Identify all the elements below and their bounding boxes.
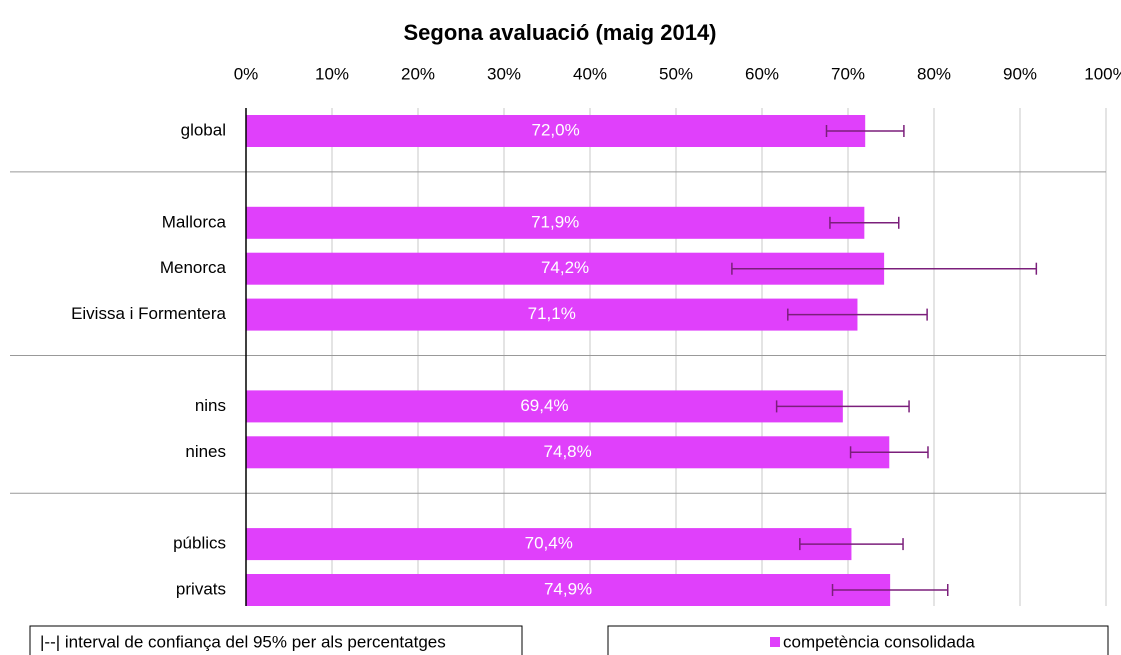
error-bar xyxy=(775,400,910,413)
x-tick-label: 100% xyxy=(1084,64,1121,83)
y-tick-label: global xyxy=(181,120,226,139)
error-bar xyxy=(825,125,905,137)
bar xyxy=(246,436,890,469)
error-bar xyxy=(731,262,1038,275)
x-tick-label: 30% xyxy=(487,64,521,83)
y-tick-label: privats xyxy=(176,579,226,598)
error-bar xyxy=(829,216,900,229)
bar xyxy=(246,574,891,606)
value-label: 74,2% xyxy=(541,258,589,277)
note-box xyxy=(29,625,523,655)
x-tick-label: 70% xyxy=(831,64,865,83)
chart-title: Segona avaluació (maig 2014) xyxy=(403,20,716,45)
y-tick-label: Eivissa i Formentera xyxy=(71,304,226,323)
value-label: 70,4% xyxy=(525,534,573,553)
x-tick-label: 90% xyxy=(1003,64,1037,83)
value-label: 72,0% xyxy=(531,120,579,139)
y-tick-label: Menorca xyxy=(160,258,227,277)
legend-swatch xyxy=(770,637,780,647)
bar xyxy=(246,298,858,331)
error-bar xyxy=(849,446,929,459)
value-label: 71,9% xyxy=(531,212,579,231)
value-label: 74,9% xyxy=(544,579,592,598)
bar xyxy=(246,390,843,423)
error-bar xyxy=(787,308,928,321)
bar xyxy=(246,206,865,239)
y-tick-label: públics xyxy=(173,534,226,553)
x-tick-label: 40% xyxy=(573,64,607,83)
error-bar xyxy=(831,584,949,596)
bar xyxy=(246,115,866,147)
legend-box xyxy=(607,625,1109,655)
x-tick-label: 50% xyxy=(659,64,693,83)
y-tick-label: Mallorca xyxy=(162,212,227,231)
bar xyxy=(246,528,852,561)
value-label: 71,1% xyxy=(528,304,576,323)
legend-label: competència consolidada xyxy=(783,632,975,651)
x-tick-label: 80% xyxy=(917,64,951,83)
error-bar xyxy=(799,538,904,551)
y-tick-label: nins xyxy=(195,396,226,415)
value-label: 74,8% xyxy=(544,442,592,461)
x-tick-label: 10% xyxy=(315,64,349,83)
y-tick-label: nines xyxy=(185,442,226,461)
x-tick-label: 20% xyxy=(401,64,435,83)
x-tick-label: 60% xyxy=(745,64,779,83)
value-label: 69,4% xyxy=(520,396,568,415)
x-tick-label: 0% xyxy=(234,64,259,83)
error-note: |--| interval de confiança del 95% per a… xyxy=(40,632,446,651)
